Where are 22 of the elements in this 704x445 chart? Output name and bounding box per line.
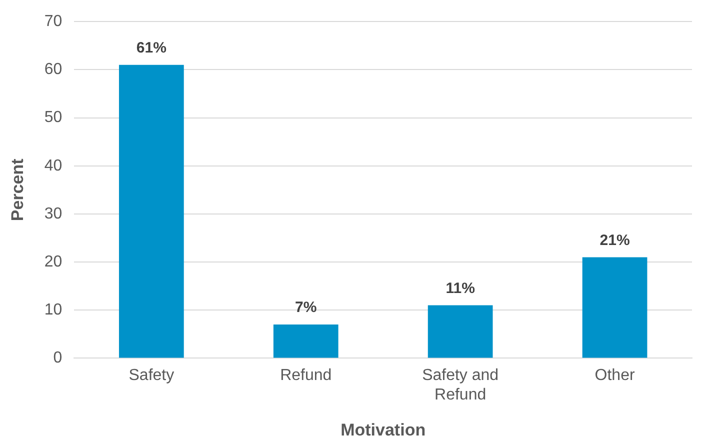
data-label: 11% (446, 280, 475, 297)
bar (582, 257, 648, 358)
y-tick-label: 10 (44, 302, 62, 319)
x-axis-title: Motivation (340, 420, 426, 440)
x-tick-label: Safety (128, 367, 174, 384)
bar (428, 305, 493, 358)
data-label: 21% (600, 232, 630, 249)
x-tick-label: Refund (280, 367, 332, 384)
data-label: 61% (136, 40, 166, 57)
x-tick-label: Safety and Refund (422, 367, 499, 404)
x-tick-label: Other (594, 367, 636, 384)
y-tick-label: 40 (44, 157, 62, 174)
bar (273, 324, 338, 358)
y-tick-label: 20 (44, 253, 62, 270)
y-axis-title: Percent (8, 158, 27, 222)
y-tick-label: 30 (44, 205, 62, 222)
y-tick-label: 60 (44, 61, 62, 78)
y-tick-label: 70 (44, 13, 62, 30)
y-tick-label: 50 (44, 109, 62, 126)
bar (118, 64, 184, 358)
y-tick-label: 0 (53, 350, 62, 367)
data-label: 7% (295, 299, 317, 316)
